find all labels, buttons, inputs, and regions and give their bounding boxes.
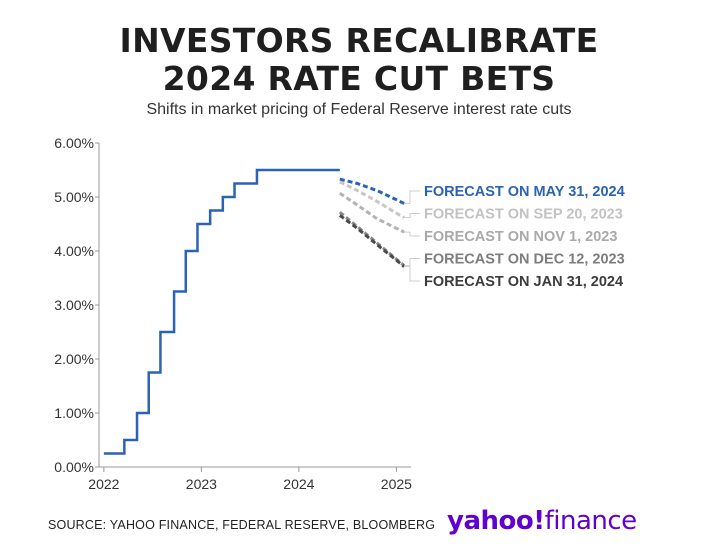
y-tick-label: 5.00% [54, 189, 94, 205]
series-line-forecast-3 [338, 191, 405, 234]
chart-title: INVESTORS RECALIBRATE 2024 RATE CUT BETS [0, 22, 718, 98]
legend-leader-line [404, 190, 420, 204]
series-line-fed-rate [103, 168, 340, 455]
x-tick-label: 2023 [186, 476, 217, 492]
y-tick-label: 3.00% [54, 297, 94, 313]
y-tick-label: 0.00% [54, 459, 94, 475]
legend-leader-line [404, 258, 420, 267]
chart-title-line-2: 2024 RATE CUT BETS [162, 59, 556, 98]
legend-entry: FORECAST ON NOV 1, 2023 [424, 229, 617, 245]
legend-entry: FORECAST ON DEC 12, 2023 [424, 252, 625, 268]
legend-entry: FORECAST ON JAN 31, 2024 [424, 274, 623, 290]
legend-leader-line [404, 213, 420, 219]
legend-entry: FORECAST ON MAY 31, 2024 [424, 184, 625, 200]
source-note: SOURCE: YAHOO FINANCE, FEDERAL RESERVE, … [48, 518, 436, 532]
legend-leader-line [404, 266, 420, 282]
chart-subtitle: Shifts in market pricing of Federal Rese… [146, 101, 572, 118]
y-tick-label: 4.00% [54, 243, 94, 259]
legend-entry: FORECAST ON SEP 20, 2023 [424, 207, 623, 223]
logo-main: yahoo! [447, 506, 545, 536]
x-tick-label: 2022 [88, 476, 119, 492]
y-tick-label: 6.00% [54, 135, 94, 151]
chart-title-line-1: INVESTORS RECALIBRATE [119, 21, 599, 60]
series-line-forecast-4 [338, 210, 406, 267]
series-line-forecast-2 [339, 180, 405, 219]
y-tick-label: 1.00% [54, 405, 94, 421]
legend-leader-line [404, 231, 420, 237]
x-tick-label: 2025 [381, 476, 412, 492]
series-line-forecast-1 [339, 177, 405, 205]
logo-suffix: finance [544, 506, 638, 536]
yahoo-finance-logo: yahoo!finance [447, 506, 637, 536]
x-tick-label: 2024 [283, 476, 314, 492]
y-tick-label: 2.00% [54, 351, 94, 367]
series-line-forecast-5 [338, 214, 406, 268]
